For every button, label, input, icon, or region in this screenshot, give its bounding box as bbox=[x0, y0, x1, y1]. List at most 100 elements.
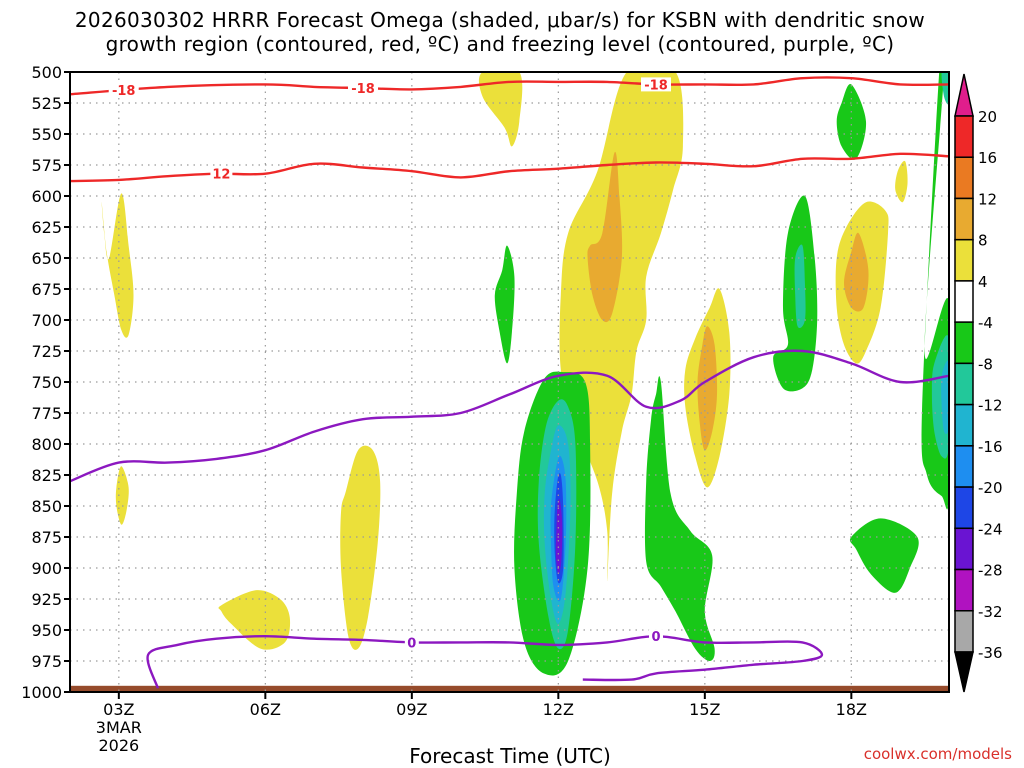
colorbar-bin-10 bbox=[954, 527, 974, 571]
y-tick-label-600: 600 bbox=[31, 187, 62, 206]
colorbar-label-3: 8 bbox=[978, 232, 988, 250]
x-tick-label-18: 18Z bbox=[836, 700, 867, 719]
y-tick-label-550: 550 bbox=[31, 125, 62, 144]
omega-region-26 bbox=[941, 360, 949, 435]
y-tick-label-650: 650 bbox=[31, 249, 62, 268]
dendritic-label-0-1: -18 bbox=[351, 82, 375, 97]
y-tick-label-625: 625 bbox=[31, 218, 62, 237]
freezing-label-1-1: 0 bbox=[651, 630, 660, 645]
colorbar-bin-0 bbox=[954, 115, 974, 158]
dendritic-label-bg-0-2 bbox=[641, 77, 671, 92]
dendritic-label-0-2: -18 bbox=[644, 78, 668, 93]
colorbar-bin-3 bbox=[954, 238, 974, 282]
colorbar-label-4: 4 bbox=[978, 273, 988, 291]
freezing-label-1-0: 0 bbox=[407, 636, 416, 651]
freezing-label-bg-1-0 bbox=[404, 635, 419, 650]
colorbar-label-2: 12 bbox=[978, 190, 997, 208]
omega-region-23 bbox=[849, 518, 919, 593]
omega-region-4 bbox=[478, 72, 523, 147]
colorbar-bottom-arrow bbox=[954, 651, 974, 693]
colorbar-top-arrow bbox=[954, 73, 974, 117]
omega-region-19 bbox=[644, 376, 715, 661]
title-line-2: growth region (contoured, red, ºC) and f… bbox=[105, 32, 895, 56]
colorbar-bin-2 bbox=[954, 197, 974, 241]
omega-region-12 bbox=[494, 245, 515, 364]
y-tick-label-850: 850 bbox=[31, 497, 62, 516]
colorbar: 20 16 12 8 4 -4 -8 -12 -16 -20 -24 -28 -32 -36 bbox=[954, 73, 1003, 693]
colorbar-bin-6 bbox=[954, 362, 974, 406]
colorbar-bin-1 bbox=[954, 156, 974, 200]
dendritic-label-0-0: -18 bbox=[112, 84, 136, 99]
colorbar-label-11: -28 bbox=[978, 562, 1003, 580]
y-tick-label-800: 800 bbox=[31, 435, 62, 454]
chart-title: 2026030302 HRRR Forecast Omega (shaded, … bbox=[0, 8, 1000, 56]
y-tick-label-925: 925 bbox=[31, 590, 62, 609]
x-tick-year: 2026 bbox=[98, 736, 139, 755]
x-axis-label: Forecast Time (UTC) bbox=[409, 744, 611, 768]
omega-region-0 bbox=[101, 193, 134, 338]
omega-region-22 bbox=[836, 83, 867, 160]
dendritic-contour-0 bbox=[70, 76, 949, 96]
x-tick-label-15: 15Z bbox=[689, 700, 720, 719]
colorbar-bin-4 bbox=[954, 280, 974, 323]
ground-strip bbox=[70, 685, 949, 692]
y-tick-label-500: 500 bbox=[31, 63, 62, 82]
y-tick-label-775: 775 bbox=[31, 404, 62, 423]
y-tick-label-700: 700 bbox=[31, 311, 62, 330]
freezing-contour-1 bbox=[146, 635, 824, 689]
colorbar-bin-9 bbox=[954, 486, 974, 530]
omega-region-3 bbox=[340, 445, 381, 650]
x-tick-label-6: 06Z bbox=[250, 700, 281, 719]
y-tick-label-875: 875 bbox=[31, 528, 62, 547]
x-tick-date: 3MAR bbox=[96, 718, 142, 737]
y-tick-label-675: 675 bbox=[31, 280, 62, 299]
y-tick-label-975: 975 bbox=[31, 652, 62, 671]
dendritic-contour-1 bbox=[70, 152, 949, 183]
colorbar-label-8: -16 bbox=[978, 438, 1003, 456]
omega-region-27 bbox=[941, 72, 949, 105]
colorbar-label-6: -8 bbox=[978, 355, 993, 373]
dendritic-label-bg-1-0 bbox=[210, 166, 233, 181]
omega-shading-layer bbox=[70, 72, 949, 692]
y-tick-label-825: 825 bbox=[31, 466, 62, 485]
colorbar-bin-8 bbox=[954, 445, 974, 488]
colorbar-label-1: 16 bbox=[978, 149, 997, 167]
omega-region-5 bbox=[559, 72, 684, 581]
omega-region-6 bbox=[587, 151, 623, 323]
y-tick-label-575: 575 bbox=[31, 156, 62, 175]
y-tick-label-1000: 1000 bbox=[21, 683, 62, 702]
x-tick-label-9: 09Z bbox=[396, 700, 427, 719]
plot-frame bbox=[69, 71, 950, 693]
axes-layer: 500 525 550 575 600 625 650 675 700 725 750 775 800 8… bbox=[21, 63, 950, 755]
colorbar-label-9: -20 bbox=[978, 479, 1003, 497]
omega-region-10 bbox=[844, 232, 869, 312]
omega-region-21 bbox=[794, 244, 806, 329]
colorbar-bin-11 bbox=[954, 568, 974, 612]
y-tick-label-950: 950 bbox=[31, 621, 62, 640]
y-tick-label-725: 725 bbox=[31, 342, 62, 361]
colorbar-label-5: -4 bbox=[978, 314, 993, 332]
dendritic-label-bg-0-0 bbox=[108, 83, 139, 98]
colorbar-bin-12 bbox=[954, 610, 974, 653]
colorbar-label-7: -12 bbox=[978, 397, 1003, 415]
colorbar-label-0: 20 bbox=[978, 108, 997, 126]
freezing-contour-0 bbox=[70, 349, 949, 483]
colorbar-label-10: -24 bbox=[978, 520, 1003, 538]
dendritic-label-1-0: 12 bbox=[212, 168, 230, 183]
omega-region-8 bbox=[697, 326, 718, 451]
colorbar-label-13: -36 bbox=[978, 644, 1003, 662]
y-tick-label-525: 525 bbox=[31, 94, 62, 113]
dendritic-label-bg-0-1 bbox=[348, 81, 378, 96]
x-tick-label-3: 03Z bbox=[103, 700, 134, 719]
omega-region-18 bbox=[555, 498, 563, 575]
freezing-label-bg-1-1 bbox=[649, 629, 663, 644]
colorbar-label-12: -32 bbox=[978, 603, 1003, 621]
source-credit[interactable]: coolwx.com/models bbox=[863, 745, 1012, 763]
omega-region-2 bbox=[218, 590, 291, 650]
colorbar-bin-7 bbox=[954, 403, 974, 447]
omega-region-1 bbox=[115, 466, 129, 525]
colorbar-bin-5 bbox=[954, 321, 974, 365]
x-tick-label-12: 12Z bbox=[543, 700, 574, 719]
grid-layer bbox=[70, 72, 949, 692]
